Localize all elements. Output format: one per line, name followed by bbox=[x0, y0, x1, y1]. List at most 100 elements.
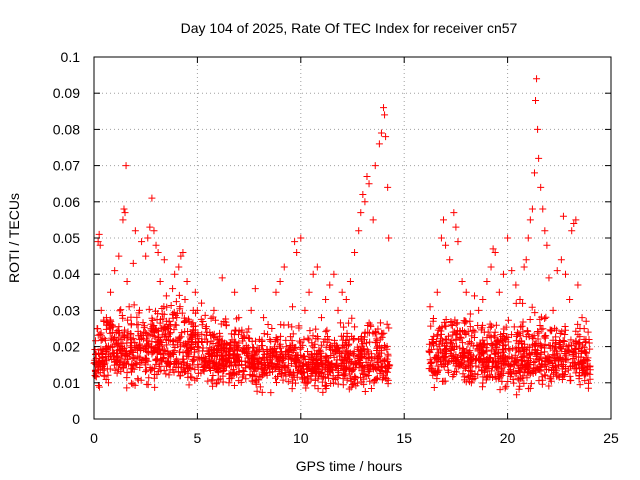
data-point bbox=[284, 378, 292, 386]
data-point bbox=[245, 325, 253, 333]
data-point bbox=[311, 340, 319, 348]
data-point bbox=[302, 384, 310, 392]
data-point bbox=[176, 305, 184, 313]
data-point bbox=[194, 338, 202, 346]
data-point bbox=[504, 378, 512, 386]
data-point bbox=[118, 311, 126, 319]
data-point bbox=[123, 384, 131, 392]
data-point bbox=[198, 321, 206, 329]
data-point bbox=[431, 369, 439, 377]
data-point bbox=[536, 341, 544, 349]
data-point bbox=[296, 337, 304, 345]
data-point bbox=[170, 326, 178, 334]
data-point bbox=[97, 329, 105, 337]
data-point bbox=[159, 315, 167, 323]
data-point bbox=[493, 343, 501, 351]
data-point bbox=[561, 364, 569, 372]
data-point-peak bbox=[289, 303, 297, 311]
data-point-peak bbox=[284, 321, 292, 329]
data-point bbox=[230, 366, 238, 374]
data-point bbox=[336, 319, 344, 327]
data-point bbox=[131, 381, 139, 389]
data-point bbox=[536, 315, 544, 323]
data-point bbox=[468, 332, 476, 340]
data-point-peak bbox=[553, 267, 561, 275]
data-point bbox=[319, 364, 327, 372]
data-point bbox=[172, 298, 180, 306]
data-point bbox=[442, 353, 450, 361]
data-point bbox=[352, 382, 360, 390]
data-point-peak bbox=[361, 198, 369, 206]
data-point bbox=[541, 334, 549, 342]
data-point bbox=[108, 321, 116, 329]
data-point-peak bbox=[545, 274, 553, 282]
data-point bbox=[284, 362, 292, 370]
data-point-peak bbox=[187, 335, 195, 343]
data-point bbox=[211, 316, 219, 324]
data-point bbox=[277, 321, 285, 329]
data-point-peak bbox=[458, 277, 466, 285]
data-point bbox=[341, 348, 349, 356]
data-point bbox=[121, 359, 129, 367]
data-point bbox=[519, 299, 527, 307]
data-point-peak bbox=[355, 227, 363, 235]
data-point-peak bbox=[375, 140, 383, 148]
data-point-peak bbox=[549, 306, 557, 314]
data-point-peak bbox=[140, 328, 148, 336]
data-point bbox=[197, 315, 205, 323]
data-point-peak bbox=[239, 346, 247, 354]
data-point bbox=[343, 376, 351, 384]
data-point-peak bbox=[150, 227, 158, 235]
data-point bbox=[435, 366, 443, 374]
data-point-peak bbox=[251, 285, 259, 293]
data-point bbox=[179, 355, 187, 363]
data-point bbox=[517, 375, 525, 383]
data-point bbox=[586, 370, 594, 378]
data-point-peak bbox=[119, 216, 127, 224]
data-point bbox=[348, 314, 356, 322]
data-point-peak bbox=[121, 209, 129, 217]
data-point bbox=[534, 327, 542, 335]
data-point bbox=[141, 322, 149, 330]
data-point bbox=[222, 363, 230, 371]
data-point bbox=[222, 315, 230, 323]
data-point bbox=[242, 342, 250, 350]
data-point bbox=[457, 334, 465, 342]
data-point bbox=[215, 342, 223, 350]
data-point-peak bbox=[243, 328, 251, 336]
data-point bbox=[452, 362, 460, 370]
data-point bbox=[203, 338, 211, 346]
data-point bbox=[102, 353, 110, 361]
data-point-peak bbox=[317, 314, 325, 322]
data-point bbox=[364, 363, 372, 371]
data-point bbox=[350, 335, 358, 343]
data-point bbox=[133, 359, 141, 367]
data-point bbox=[202, 323, 210, 331]
data-point bbox=[209, 371, 217, 379]
data-point bbox=[134, 375, 142, 383]
data-point bbox=[558, 345, 566, 353]
data-point-peak bbox=[181, 296, 189, 304]
data-point bbox=[487, 333, 495, 341]
data-point bbox=[500, 329, 508, 337]
data-point-peak bbox=[291, 238, 299, 246]
data-point bbox=[198, 360, 206, 368]
data-point bbox=[572, 369, 580, 377]
data-point bbox=[582, 349, 590, 357]
data-point-peak bbox=[280, 263, 288, 271]
data-point bbox=[316, 353, 324, 361]
data-point bbox=[523, 374, 531, 382]
data-point-peak bbox=[499, 270, 507, 278]
data-point bbox=[576, 333, 584, 341]
data-point bbox=[539, 325, 547, 333]
data-point bbox=[186, 364, 194, 372]
data-point bbox=[321, 382, 329, 390]
data-point bbox=[444, 366, 452, 374]
data-point bbox=[212, 362, 220, 370]
data-point bbox=[200, 363, 208, 371]
data-point bbox=[447, 337, 455, 345]
data-point bbox=[294, 352, 302, 360]
data-point bbox=[91, 351, 99, 359]
data-point bbox=[111, 333, 119, 341]
data-point bbox=[577, 357, 585, 365]
